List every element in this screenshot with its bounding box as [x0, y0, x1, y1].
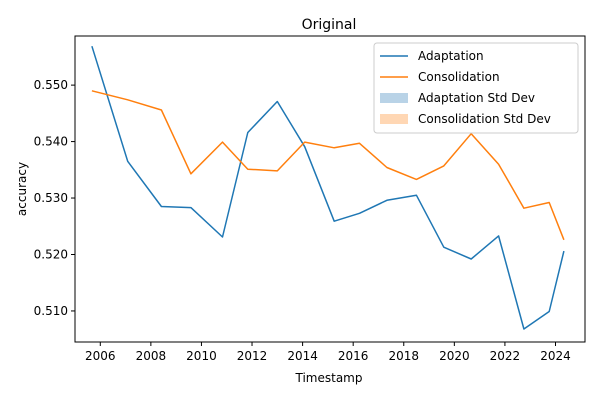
x-tick-label: 2020	[439, 349, 470, 363]
y-tick-label: 0.510	[34, 304, 68, 318]
legend-label: Consolidation	[418, 70, 500, 84]
x-tick-label: 2022	[490, 349, 521, 363]
x-tick-label: 2010	[186, 349, 217, 363]
y-tick-label: 0.550	[34, 78, 68, 92]
legend: Adaptation Consolidation Adaptation Std De…	[373, 42, 579, 134]
x-axis: 2006 2008 2010 2012 2014 2016 2018 2020 2022 2024	[85, 342, 571, 363]
y-tick-label: 0.520	[34, 247, 68, 261]
legend-swatch	[380, 114, 408, 124]
y-axis-label: accuracy	[15, 162, 29, 216]
series-line-adaptation	[91, 45, 565, 330]
legend-label: Adaptation Std Dev	[418, 91, 535, 105]
x-tick-label: 2006	[85, 349, 116, 363]
y-tick-label: 0.530	[34, 191, 68, 205]
x-tick-label: 2012	[237, 349, 268, 363]
legend-box	[373, 42, 579, 134]
legend-swatch	[380, 93, 408, 103]
x-tick-label: 2008	[136, 349, 167, 363]
x-tick-label: 2024	[540, 349, 571, 363]
x-tick-label: 2016	[338, 349, 369, 363]
x-axis-label: Timestamp	[295, 371, 363, 385]
legend-label: Consolidation Std Dev	[418, 112, 551, 126]
plot-frame	[74, 35, 586, 343]
series-line-consolidation	[91, 90, 565, 241]
x-tick-label: 2018	[388, 349, 419, 363]
y-axis: 0.510 0.520 0.530 0.540 0.550	[34, 78, 75, 318]
chart-title: Original	[302, 17, 357, 33]
x-tick-label: 2014	[287, 349, 318, 363]
y-tick-label: 0.540	[34, 135, 68, 149]
legend-label: Adaptation	[418, 49, 484, 63]
series-layer	[91, 45, 565, 330]
